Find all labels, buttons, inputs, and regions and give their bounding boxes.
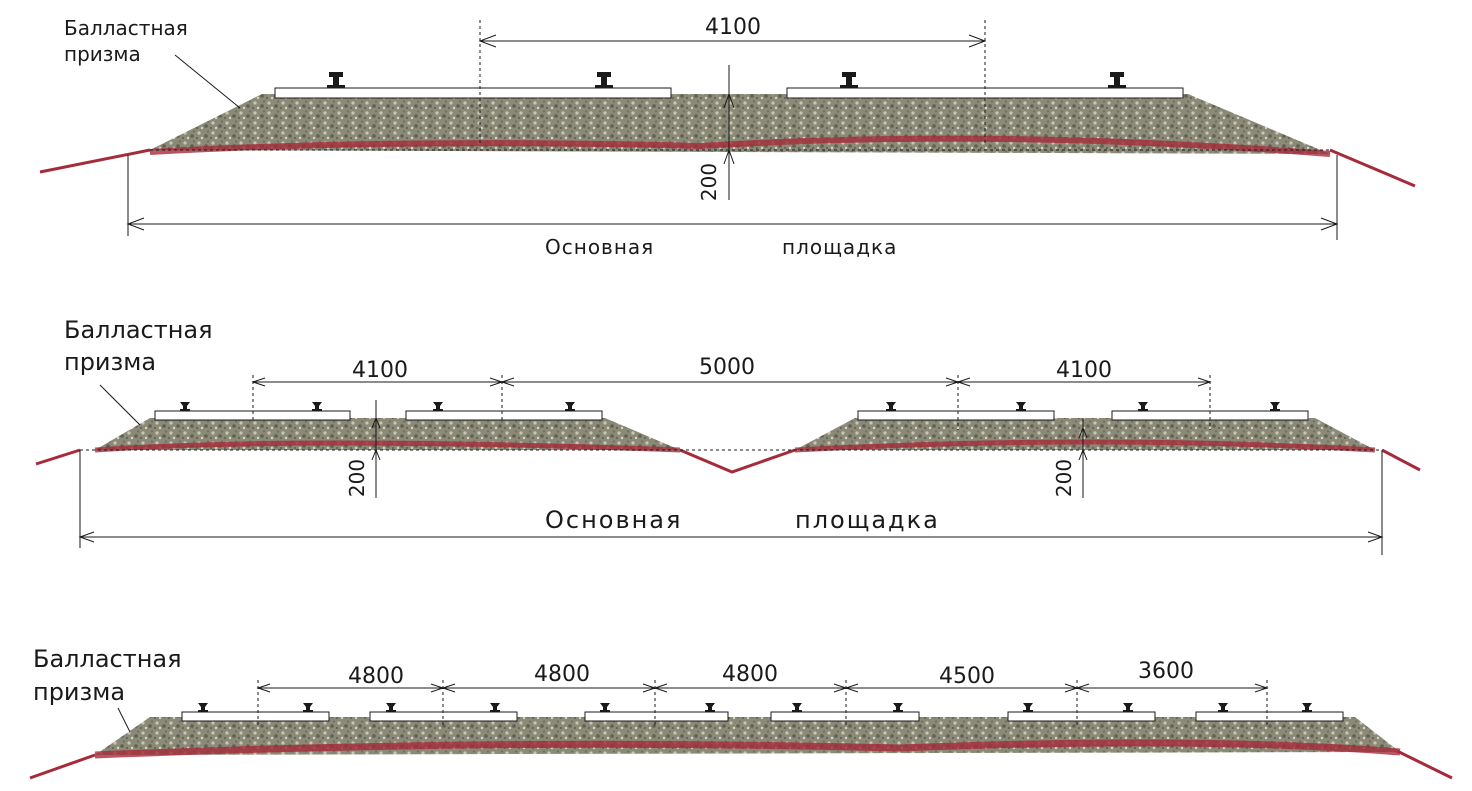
depth-arrow-top: [723, 92, 735, 109]
depth-arrows-right: [1078, 426, 1088, 461]
rails: [327, 72, 1126, 88]
sleeper: [770, 711, 920, 722]
rail: [893, 703, 903, 712]
label-leader: [174, 54, 241, 109]
tick: [251, 377, 1212, 387]
drain-ditch: [679, 448, 796, 474]
sleeper-left: [274, 87, 672, 99]
sleeper: [405, 410, 603, 421]
subgrade-band-right: [794, 439, 1376, 453]
spacing-value-5: 3600: [1138, 659, 1194, 684]
ground-line-left: [35, 448, 81, 466]
rail: [1016, 402, 1026, 411]
depth-right-value: 200: [1052, 459, 1076, 497]
spacing-left-value: 4100: [352, 358, 408, 383]
depth-left-value: 200: [345, 459, 369, 497]
ground-line-right: [1381, 448, 1421, 472]
spacing-value-2: 4800: [534, 662, 590, 687]
base-arrows: [78, 531, 1384, 543]
subgrade-band: [94, 739, 1401, 759]
ballast-prism-label-line2: призма: [64, 42, 141, 66]
ballast-prism-label-line1: Балластная: [33, 645, 182, 673]
ballast-prism-label-line1: Балластная: [64, 316, 213, 344]
ground-line-right: [1329, 148, 1416, 188]
spacing-value-1: 4800: [348, 664, 404, 689]
base-label-a: Основная: [545, 506, 682, 534]
ground-line-left: [29, 753, 96, 780]
rail: [565, 402, 575, 411]
base-label-b: площадка: [782, 235, 897, 259]
label-leader: [117, 707, 131, 733]
depth-arrow-bottom: [723, 148, 735, 165]
base-arrow-left: [126, 217, 145, 231]
ballast-depth-value: 200: [697, 163, 721, 201]
rail: [433, 402, 443, 411]
label-leader: [99, 384, 141, 426]
rail: [327, 72, 345, 88]
rail: [600, 703, 610, 712]
ground-line-left: [39, 148, 151, 174]
rail: [1270, 402, 1280, 411]
rail: [840, 72, 858, 88]
depth-arrows-left: [371, 416, 381, 461]
ballast-prism-label-line2: призма: [33, 678, 125, 706]
rail: [886, 402, 896, 411]
spacing-right-value: 4100: [1056, 358, 1112, 383]
rail: [312, 402, 322, 411]
rails: [198, 703, 1312, 712]
ticks: [256, 683, 1269, 693]
rail: [386, 703, 396, 712]
sleeper: [181, 711, 330, 722]
rail: [198, 703, 208, 712]
base-label-b: площадка: [795, 506, 940, 534]
ground-line-right: [1394, 748, 1453, 780]
sleeper: [857, 410, 1055, 421]
diagram-3-six-track: 4800 4800 4800 4500 3600 Балластная приз…: [29, 645, 1453, 780]
subgrade-band-left: [94, 440, 681, 453]
rail: [180, 402, 190, 411]
rail: [1123, 703, 1133, 712]
rail: [303, 703, 313, 712]
diagram-2-four-track: 4100 5000 4100 200 200 Основная площадка…: [35, 316, 1421, 555]
rail: [1302, 703, 1312, 712]
rails: [180, 402, 1280, 411]
rail: [595, 72, 613, 88]
rail: [490, 703, 500, 712]
sleeper: [584, 711, 729, 722]
rail: [792, 703, 802, 712]
base-label-a: Основная: [545, 235, 654, 259]
rail: [1108, 72, 1126, 88]
sleeper: [1007, 711, 1156, 722]
base-arrow-right: [1320, 217, 1339, 231]
rail: [1023, 703, 1033, 712]
rail: [705, 703, 715, 712]
spacing-value-4: 4500: [939, 664, 995, 689]
spacing-middle-value: 5000: [699, 355, 755, 380]
track-spacing-value: 4100: [705, 15, 761, 40]
rail: [1138, 402, 1148, 411]
spacing-value-3: 4800: [722, 662, 778, 687]
ballast-prism-label-line1: Балластная: [64, 16, 188, 40]
subgrade-band: [149, 135, 1331, 157]
sleeper: [1195, 711, 1344, 722]
ballast-prism-label-line2: призма: [64, 348, 156, 376]
rail: [1218, 703, 1228, 712]
diagram-1-double-track: 4100 200 Основная площадка Балластная пр…: [39, 15, 1416, 259]
